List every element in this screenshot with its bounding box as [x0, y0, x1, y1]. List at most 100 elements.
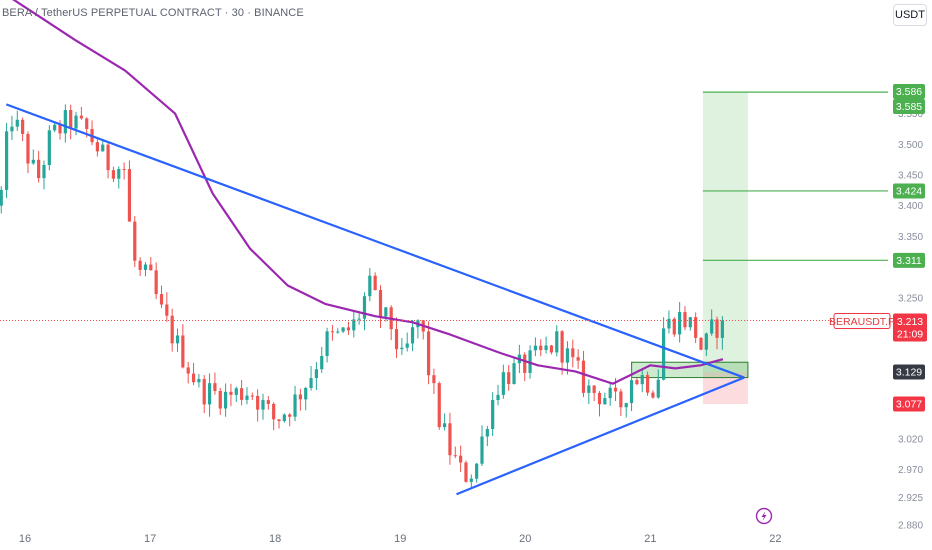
candle-body: [256, 395, 260, 410]
candle-body: [672, 318, 676, 335]
symbol-title: BERA / TetherUS PERPETUAL CONTRACT · 30 …: [2, 7, 304, 19]
candle-body: [496, 394, 500, 401]
candle-body: [330, 331, 335, 333]
candle-body: [58, 124, 62, 134]
moving-average-line: [12, 0, 724, 385]
x-date-label: 20: [519, 533, 531, 545]
candle-body: [304, 387, 308, 400]
candle-body: [549, 345, 554, 353]
candle-body: [475, 463, 479, 479]
candle-body: [410, 327, 415, 344]
candle-body: [154, 270, 158, 295]
candle-body: [581, 360, 586, 393]
candle-body: [31, 159, 35, 164]
price-tag-text: 3.424: [896, 185, 922, 197]
candle-body: [442, 423, 447, 428]
price-tag: [893, 364, 925, 380]
candle-body: [95, 142, 99, 152]
candle-body: [352, 319, 356, 331]
candle-body: [635, 380, 639, 385]
lightning-icon: [755, 507, 773, 525]
candle-body: [539, 345, 543, 351]
candle-body: [613, 387, 618, 392]
candle-body: [245, 395, 249, 400]
price-tag-text: 3.077: [896, 398, 922, 410]
candle-body: [378, 290, 383, 317]
candle-body: [464, 462, 468, 482]
candle-body: [384, 307, 388, 317]
candle-body: [629, 380, 634, 404]
candle-body: [4, 131, 9, 190]
candle-body: [459, 455, 463, 463]
y-tick-label: 3.020: [898, 434, 923, 445]
candle-body: [277, 419, 281, 422]
candle-body: [405, 343, 409, 348]
candle-body: [597, 392, 602, 405]
y-tick-label: 2.925: [898, 493, 923, 504]
price-tag-text: 3.585: [896, 101, 922, 113]
price-tag: [893, 252, 925, 268]
candle-body: [704, 333, 708, 350]
candle-body: [10, 126, 14, 132]
candle-body: [576, 357, 580, 361]
x-date-label: 17: [144, 533, 156, 545]
y-tick-label: 3.350: [898, 232, 923, 243]
candle-body: [170, 315, 174, 344]
candle-body: [485, 429, 489, 437]
candle-body: [101, 144, 105, 152]
candle-body: [453, 455, 457, 457]
candle-body: [603, 398, 607, 405]
candle-body: [26, 133, 30, 164]
candle-body: [197, 379, 201, 383]
candle-body: [85, 118, 89, 129]
candle-body: [544, 345, 548, 351]
currency-button[interactable]: USDT: [893, 4, 927, 26]
countdown-text: 21:09: [897, 328, 923, 340]
price-tag-text: 3.129: [896, 367, 922, 379]
x-date-label: 16: [19, 533, 31, 545]
candle-body: [555, 331, 559, 353]
candle-body: [288, 414, 292, 417]
candle-body: [298, 394, 302, 400]
candle-body: [159, 294, 164, 305]
candle-body: [309, 378, 313, 388]
candle-body: [149, 264, 153, 271]
candle-body: [336, 331, 340, 333]
candle-body: [181, 335, 185, 368]
price-tag: [893, 396, 925, 412]
candle-body: [202, 379, 206, 405]
candle-body: [523, 354, 527, 373]
candle-body: [207, 383, 212, 405]
y-tick-label: 3.250: [898, 293, 923, 304]
candle-body: [42, 165, 46, 179]
symbol-tag: [833, 312, 891, 329]
candle-body: [282, 414, 286, 422]
current-price-text: 3.213: [897, 316, 923, 328]
candle-body: [645, 375, 650, 393]
candle-body: [619, 391, 623, 408]
candle-body: [320, 355, 324, 370]
candle-body: [699, 337, 703, 350]
x-date-label: 18: [269, 533, 281, 545]
candle-body: [266, 400, 270, 404]
candle-body: [368, 275, 372, 297]
lightning-bolt: [761, 511, 767, 521]
candle-body: [272, 403, 276, 420]
candle-body: [720, 320, 724, 338]
candle-body: [191, 373, 196, 383]
candle-body: [715, 319, 719, 338]
candle-body: [47, 130, 51, 166]
candle-body: [15, 119, 19, 127]
candle-body: [133, 221, 137, 261]
candle-body: [507, 372, 511, 385]
x-date-label: 19: [394, 533, 406, 545]
candle-body: [0, 189, 3, 206]
candle-body: [74, 115, 78, 129]
candle-body: [432, 375, 436, 384]
candle-body: [640, 375, 644, 385]
candle-body: [608, 387, 612, 399]
candle-body: [229, 391, 233, 395]
y-tick-label: 3.550: [898, 109, 923, 120]
candle-body: [533, 345, 538, 351]
